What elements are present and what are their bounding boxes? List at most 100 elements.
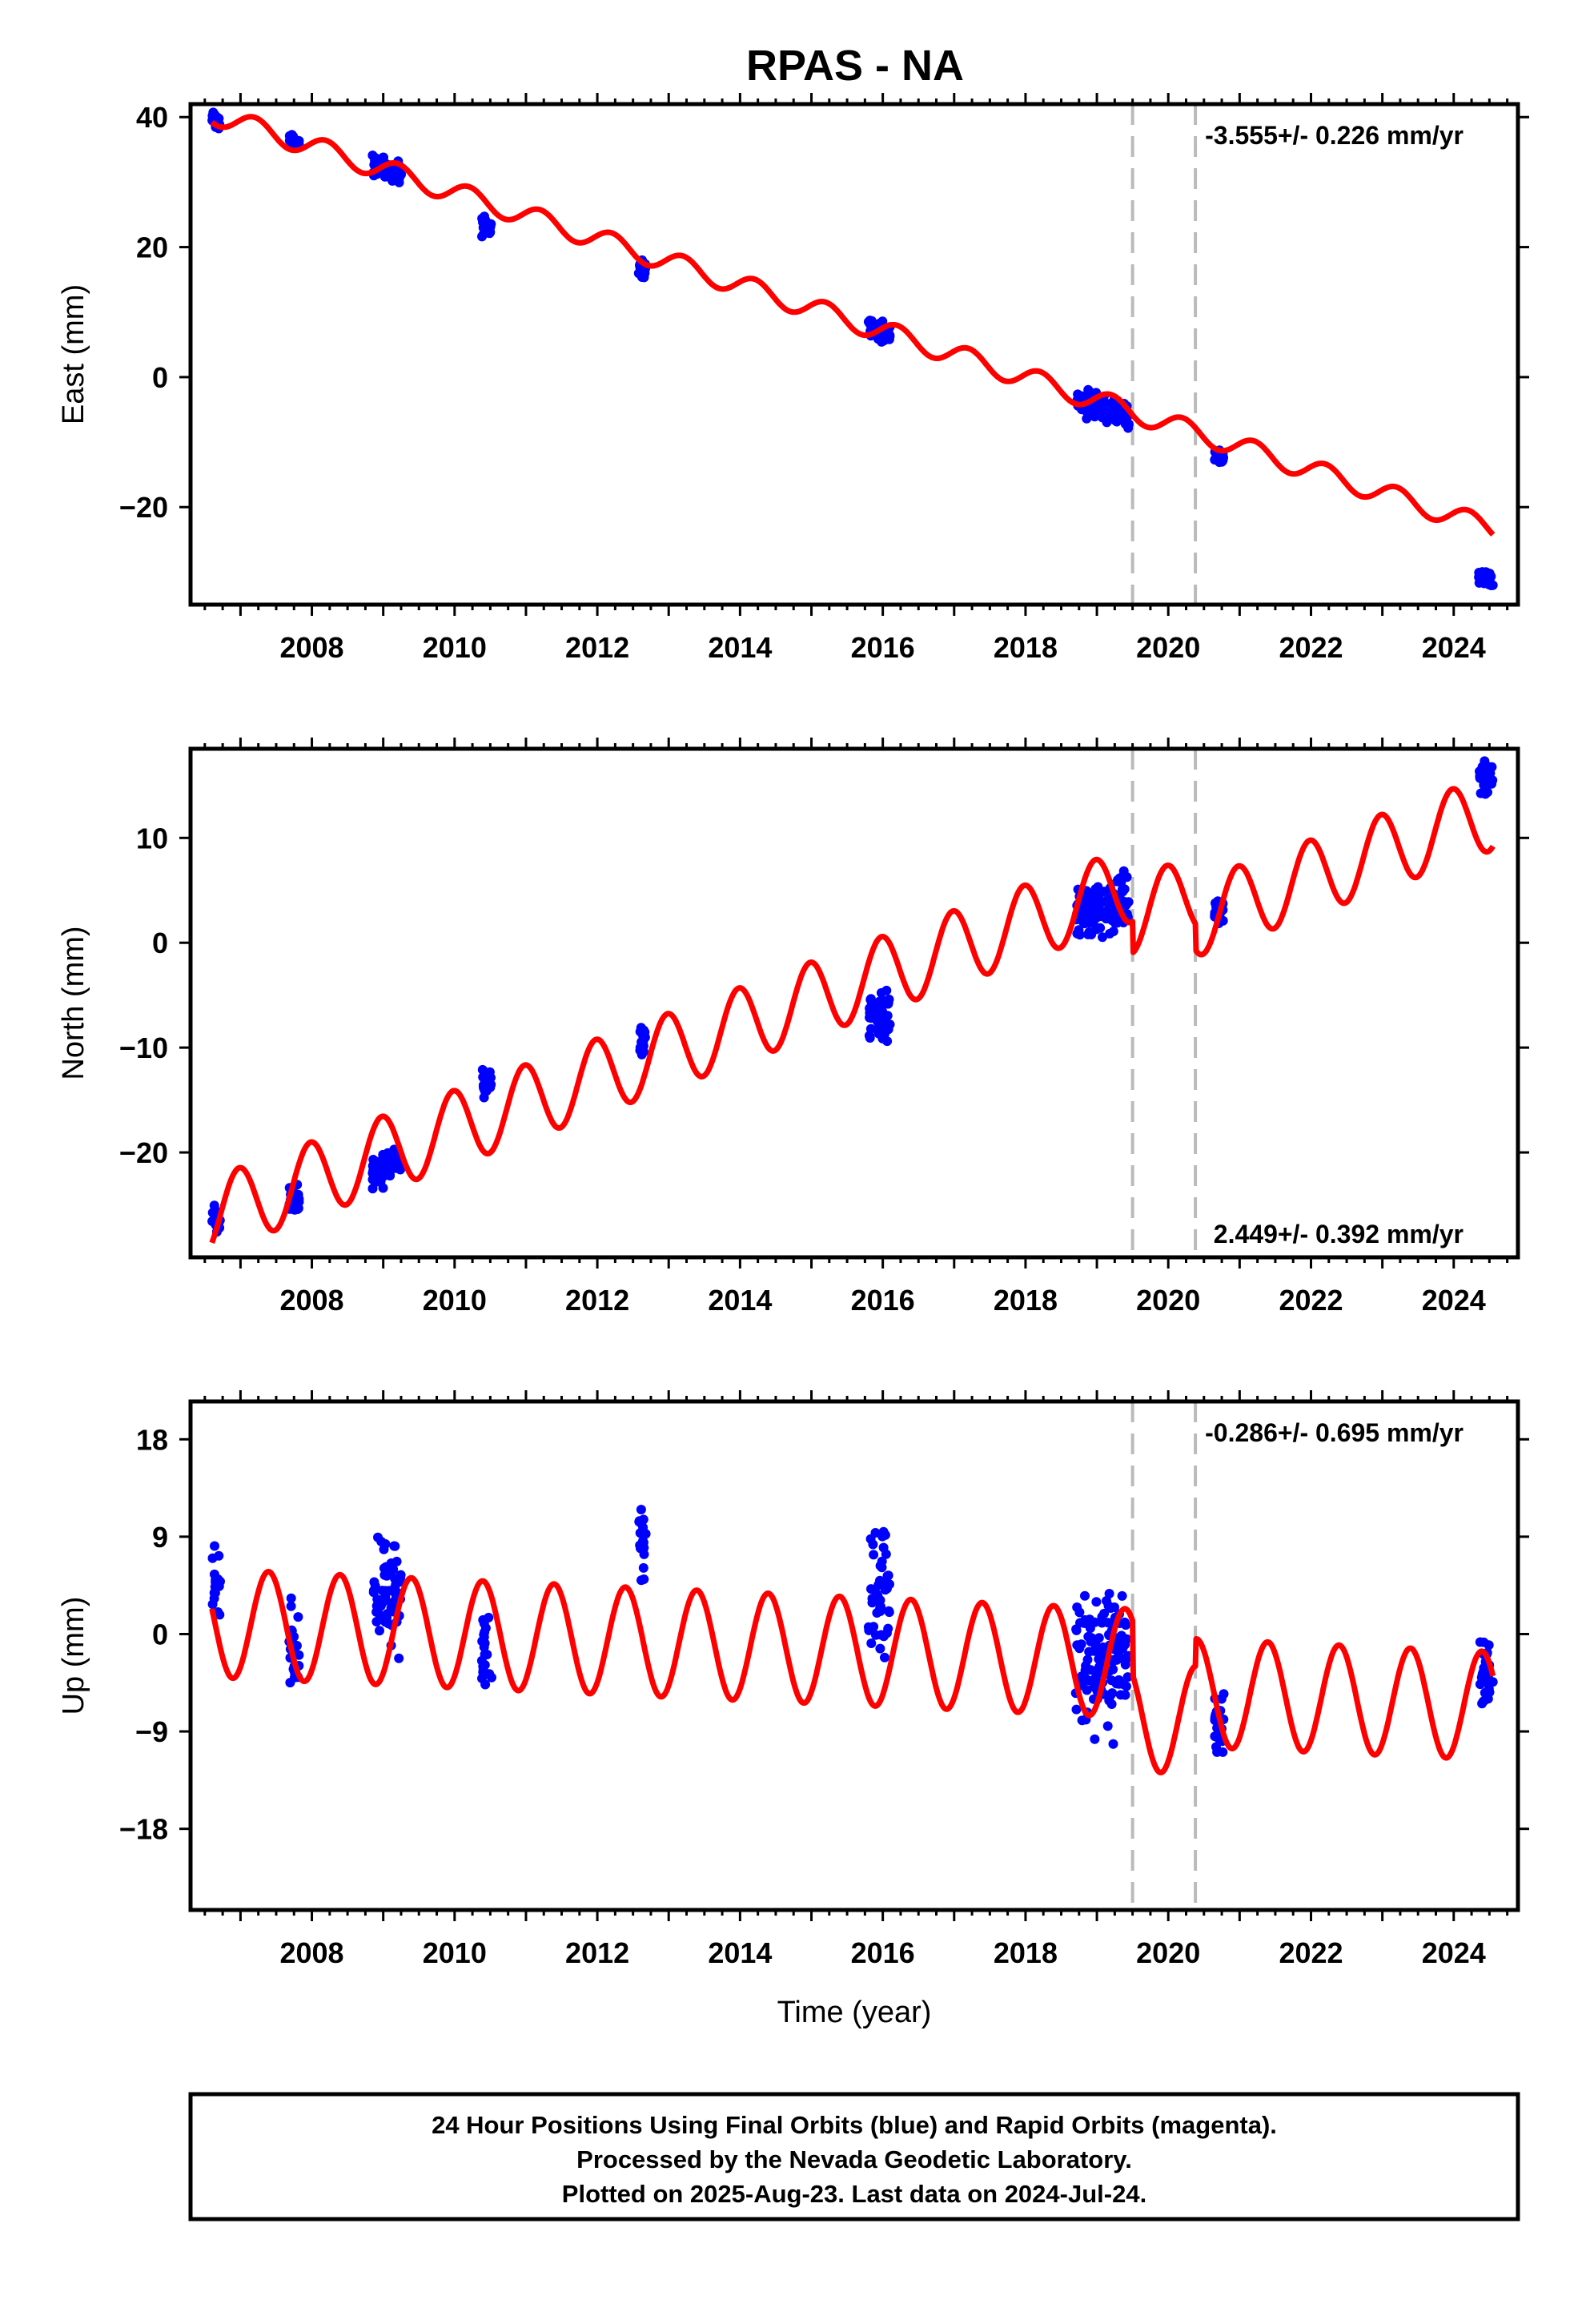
model-curve [210, 114, 1496, 537]
data-point [207, 1553, 218, 1563]
data-point [866, 1584, 876, 1594]
data-point [294, 1650, 304, 1660]
data-point [478, 1614, 488, 1625]
data-point [1483, 1694, 1493, 1704]
data-point [1102, 1721, 1113, 1731]
data-point [1074, 1643, 1085, 1654]
y-tick-label: 0 [152, 1618, 168, 1651]
data-point [1483, 577, 1493, 587]
y-tick-label: 20 [136, 231, 168, 264]
data-point [1122, 1672, 1133, 1683]
data-point [484, 225, 495, 235]
data-point [396, 169, 406, 179]
data-point [1071, 1704, 1082, 1715]
data-point [1091, 924, 1102, 935]
data-point [869, 1550, 879, 1560]
data-point [383, 1618, 394, 1629]
model-curve [209, 1569, 1496, 1775]
data-point [875, 1578, 885, 1588]
y-axis-label: East (mm) [57, 284, 90, 424]
data-point [288, 131, 299, 142]
data-point [640, 1529, 651, 1539]
plot-area [207, 749, 1498, 1257]
data-point [479, 1642, 489, 1652]
data-point [1098, 1642, 1108, 1652]
data-point [873, 1023, 883, 1034]
data-point [370, 1581, 380, 1591]
panel-up: 2008 2010 2012 2014 2016 2018 2020 2022 2024 −18 −… [57, 1390, 1529, 2029]
data-point [1099, 1608, 1110, 1618]
data-point [383, 1609, 393, 1618]
data-point [1097, 1618, 1107, 1628]
data-point [1100, 409, 1110, 420]
data-point [1086, 407, 1096, 417]
data-point [1123, 897, 1134, 907]
data-point [1072, 928, 1082, 939]
y-axis-label: Up (mm) [57, 1597, 90, 1715]
data-point [866, 1638, 877, 1648]
plot-frame [188, 102, 1520, 607]
data-point [1091, 1597, 1102, 1607]
data-point [382, 1570, 391, 1581]
data-point [210, 1588, 220, 1598]
x-tick-label: 2018 [994, 1936, 1058, 1969]
data-point [1077, 1671, 1086, 1682]
x-tick-label: 2010 [423, 631, 487, 664]
data-point [375, 1610, 385, 1620]
data-point [1121, 1681, 1131, 1691]
data-point [1117, 1590, 1127, 1601]
data-point [480, 1679, 491, 1690]
data-point [634, 1516, 644, 1526]
x-tick-label: 2024 [1422, 631, 1486, 664]
data-point [1077, 1715, 1087, 1726]
data-point [636, 1543, 645, 1554]
data-point [1114, 412, 1125, 423]
x-tick-label: 2020 [1136, 1936, 1200, 1969]
data-point [865, 994, 876, 1004]
y-tick-label: −20 [119, 1136, 168, 1169]
footer-line-1: 24 Hour Positions Using Final Orbits (bl… [432, 2111, 1277, 2139]
y-tick-label: −10 [119, 1031, 168, 1064]
data-point [885, 1019, 895, 1030]
data-point [1475, 1679, 1485, 1690]
data-point [881, 1583, 892, 1594]
data-point [636, 1505, 646, 1514]
x-axis-label: Time (year) [777, 1996, 932, 2029]
x-tick-label: 2020 [1136, 1284, 1200, 1317]
data-point [869, 1006, 879, 1015]
model-curve [209, 786, 1496, 1244]
data-point [864, 1031, 874, 1041]
x-tick-label: 2022 [1279, 1284, 1343, 1317]
panel-north: 2008 2010 2012 2014 2016 2018 2020 2022 2024 −20 −… [57, 738, 1529, 1317]
data-point [1096, 898, 1106, 908]
footer-line-2: Processed by the Nevada Geodetic Laborat… [576, 2145, 1132, 2173]
x-tick-label: 2018 [994, 1284, 1058, 1317]
y-tick-label: 9 [152, 1521, 168, 1554]
data-point [884, 334, 894, 344]
data-point [1108, 1739, 1118, 1749]
data-point [876, 1602, 886, 1612]
plot-area [207, 104, 1498, 605]
data-point [480, 211, 489, 222]
data-point [294, 1196, 304, 1207]
x-tick-label: 2014 [708, 631, 772, 664]
data-point [386, 1558, 396, 1568]
rate-label: 2.449+/- 0.392 mm/yr [1214, 1220, 1464, 1248]
data-point [1092, 890, 1102, 900]
data-point [1484, 776, 1494, 786]
data-point [379, 1544, 389, 1554]
data-point [1101, 906, 1111, 916]
data-point [387, 164, 396, 175]
data-point [883, 1623, 893, 1634]
data-point [1090, 1617, 1100, 1627]
data-point [866, 320, 877, 331]
data-point [1480, 1665, 1490, 1675]
panel-east: 2008 2010 2012 2014 2016 2018 2020 2022 2024 −20 0… [57, 93, 1529, 664]
data-point [377, 1586, 387, 1596]
data-point [1115, 1645, 1126, 1655]
chart-title: RPAS - NA [746, 42, 964, 90]
data-point [1218, 1747, 1228, 1757]
data-point [1123, 423, 1134, 433]
rate-label: -0.286+/- 0.695 mm/yr [1205, 1418, 1464, 1447]
data-point [1480, 789, 1491, 799]
